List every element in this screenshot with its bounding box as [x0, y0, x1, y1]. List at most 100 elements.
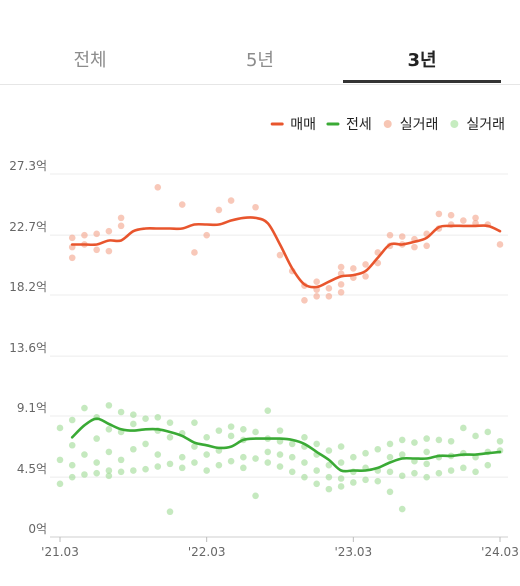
- jeonse-transaction-point: [191, 419, 198, 426]
- legend-dot-swatch: [383, 120, 392, 128]
- jeonse-transaction-point: [325, 461, 333, 469]
- sale-transaction-point: [68, 234, 76, 242]
- jeonse-transaction-point: [423, 435, 430, 442]
- jeonse-transaction-point: [276, 427, 284, 434]
- jeonse-transaction-point: [496, 437, 504, 445]
- sale-transaction-point: [350, 265, 357, 272]
- x-tick-label: '21.03: [41, 545, 79, 559]
- sale-transaction-point: [301, 297, 308, 304]
- jeonse-transaction-point: [81, 471, 88, 478]
- jeonse-transaction-point: [276, 451, 284, 458]
- jeonse-transaction-point: [460, 464, 467, 472]
- jeonse-transaction-point: [264, 407, 272, 414]
- jeonse-transaction-point: [105, 402, 113, 409]
- y-tick-label: 0억: [28, 522, 47, 536]
- sale-transaction-point: [337, 263, 345, 271]
- jeonse-transaction-point: [252, 428, 259, 436]
- jeonse-transaction-point: [93, 435, 100, 442]
- legend-label: 실거래: [400, 117, 439, 133]
- jeonse-transaction-point: [81, 404, 88, 412]
- trend-lines: [70, 216, 502, 473]
- y-tick-label: 22.7억: [9, 220, 47, 234]
- jeonse-transaction-point: [374, 445, 382, 453]
- jeonse-transaction-point: [386, 468, 394, 476]
- sale-transaction-point: [411, 243, 418, 251]
- jeonse-transaction-point: [423, 448, 430, 456]
- jeonse-transaction-point: [178, 464, 186, 472]
- sale-transaction-point: [325, 285, 333, 292]
- sale-transaction-point: [362, 261, 369, 268]
- legend-dot-swatch: [450, 120, 459, 128]
- sale-transaction-point: [313, 293, 320, 300]
- legend-label: 매매: [290, 117, 316, 133]
- jeonse-transaction-point: [154, 451, 162, 458]
- y-axis: 0억 4.5억 9.1억 13.6억 18.2억 22.7억 27.3억: [9, 159, 47, 536]
- jeonse-transaction-point: [301, 473, 308, 481]
- jeonse-transaction-point: [435, 469, 443, 477]
- tab-5-years[interactable]: 5년: [245, 50, 274, 71]
- sale-transaction-point: [215, 206, 223, 214]
- jeonse-transaction-point: [142, 465, 149, 473]
- jeonse-transaction-point: [411, 439, 418, 446]
- jeonse-transaction-point: [472, 468, 479, 476]
- jeonse-transaction-point: [105, 472, 113, 480]
- jeonse-transaction-point: [252, 492, 259, 500]
- jeonse-transaction-point: [398, 472, 406, 480]
- tab-3-years[interactable]: 3년: [407, 50, 437, 71]
- jeonse-transaction-point: [252, 455, 259, 462]
- jeonse-transaction-point: [288, 453, 296, 461]
- jeonse-transaction-point: [203, 467, 210, 474]
- jeonse-transaction-point: [93, 459, 100, 466]
- sale-transaction-point: [191, 249, 198, 256]
- sale-transaction-point: [276, 251, 284, 259]
- y-tick-label: 13.6억: [9, 341, 47, 355]
- jeonse-transaction-point: [93, 469, 100, 477]
- sale-transaction-point: [496, 241, 504, 248]
- sale-transaction-point: [227, 197, 235, 204]
- jeonse-transaction-point: [191, 443, 198, 450]
- jeonse-transaction-point: [423, 473, 430, 481]
- jeonse-transaction-point: [398, 436, 406, 444]
- sale-transaction-point: [68, 254, 76, 262]
- sale-transaction-point: [435, 210, 443, 218]
- jeonse-price-line: [70, 417, 502, 473]
- sale-transaction-point: [117, 214, 125, 222]
- sale-transaction-point: [81, 231, 88, 239]
- tab-all[interactable]: 전체: [73, 50, 107, 71]
- transactions-scatter: [56, 183, 504, 516]
- jeonse-transaction-point: [313, 467, 320, 474]
- jeonse-transaction-point: [215, 427, 223, 434]
- jeonse-transaction-point: [68, 461, 76, 469]
- jeonse-transaction-point: [423, 460, 430, 468]
- jeonse-transaction-point: [362, 476, 369, 484]
- sale-transaction-point: [472, 214, 479, 222]
- sale-transaction-point: [117, 222, 125, 230]
- jeonse-transaction-point: [81, 451, 88, 458]
- jeonse-transaction-point: [337, 459, 345, 466]
- jeonse-transaction-point: [68, 416, 76, 424]
- legend: 실거래 실거래 전세 매매: [270, 117, 505, 133]
- sale-transaction-point: [337, 289, 345, 296]
- jeonse-transaction-point: [105, 448, 113, 456]
- jeonse-transaction-point: [435, 436, 443, 444]
- jeonse-transaction-point: [154, 463, 162, 470]
- jeonse-transaction-point: [350, 479, 357, 486]
- jeonse-transaction-point: [325, 473, 333, 481]
- jeonse-transaction-point: [240, 464, 247, 472]
- jeonse-transaction-point: [117, 468, 125, 476]
- jeonse-transaction-point: [240, 425, 247, 433]
- x-tick-label: '23.03: [335, 545, 373, 559]
- jeonse-transaction-point: [142, 440, 149, 448]
- jeonse-transaction-point: [398, 505, 406, 513]
- period-tabs: 전체 5년 3년: [0, 0, 520, 85]
- jeonse-transaction-point: [56, 456, 64, 464]
- jeonse-transaction-point: [288, 440, 296, 448]
- sale-transaction-point: [93, 246, 100, 254]
- jeonse-transaction-point: [166, 419, 174, 426]
- jeonse-transaction-point: [264, 448, 272, 456]
- jeonse-transaction-point: [68, 441, 76, 449]
- jeonse-transaction-point: [166, 433, 174, 441]
- jeonse-transaction-point: [374, 477, 382, 485]
- jeonse-transaction-point: [472, 432, 479, 440]
